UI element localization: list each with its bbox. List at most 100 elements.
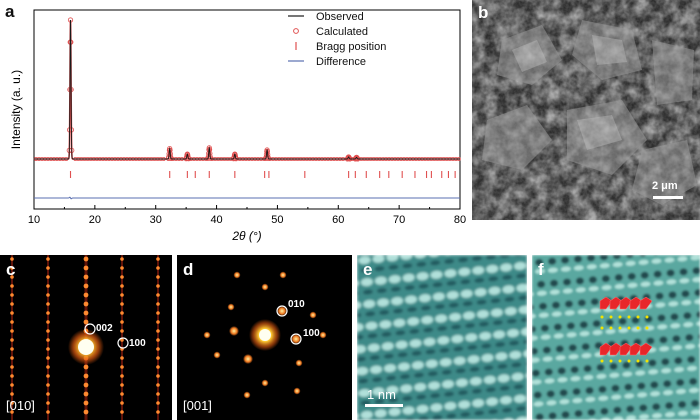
x-tick-label: 40 [210, 214, 222, 226]
diffraction-spot [46, 338, 50, 342]
diffraction-spot [83, 391, 89, 397]
diffraction-spot [213, 351, 221, 359]
panel-label-d: d [183, 260, 194, 279]
diffraction-spot [120, 311, 124, 315]
diffraction-spot [83, 301, 89, 307]
spot-label-002: 002 [96, 323, 113, 334]
panel-label-b: b [478, 3, 489, 22]
diffraction-spot [10, 374, 14, 378]
diffraction-spot [120, 320, 124, 324]
diffraction-spot [156, 302, 160, 306]
sem-texture [472, 0, 700, 220]
diffraction-spot [156, 356, 160, 360]
panel-label-f: f [538, 260, 544, 279]
diffraction-spot [156, 365, 160, 369]
panel-label-a: a [5, 2, 15, 21]
diffraction-spot [227, 303, 235, 311]
diffraction-spot [156, 293, 160, 297]
diffraction-spot [120, 383, 124, 387]
diffraction-spot [10, 383, 14, 387]
cation-dot [609, 326, 613, 330]
diffraction-spot [83, 283, 89, 289]
diffraction-spots-d [203, 271, 327, 399]
diffraction-spot [10, 311, 14, 315]
diffraction-spot [10, 284, 14, 288]
hrtem-image-overlay: f [532, 255, 700, 420]
zone-axis-c: [010] [6, 398, 35, 413]
diffraction-spot [10, 356, 14, 360]
diffraction-spot [46, 347, 50, 351]
diffraction-spot [46, 392, 50, 396]
diffraction-spot [83, 265, 89, 271]
diffraction-spot [120, 338, 124, 342]
calculated-markers [33, 17, 461, 162]
diffraction-spot [46, 329, 50, 333]
diffraction-spot [46, 320, 50, 324]
octahedron [609, 296, 623, 310]
diffraction-spot [83, 256, 89, 262]
diffraction-spot [309, 311, 317, 319]
diffraction-spot [120, 410, 124, 414]
x-tick-label: 50 [271, 214, 283, 226]
octahedron [639, 342, 653, 356]
cation-dot [600, 359, 604, 363]
legend-entry: Bragg position [316, 41, 386, 53]
x-tick-label: 60 [332, 214, 344, 226]
cation-dot [645, 326, 649, 330]
x-tick-label: 30 [150, 214, 162, 226]
diffraction-pattern-001: d 010 100 [001] [177, 255, 352, 420]
diffraction-spot [10, 293, 14, 297]
crystal-structure-overlay [599, 296, 653, 363]
spot-label-100-d: 100 [303, 328, 320, 339]
diffraction-spot [120, 401, 124, 405]
diffraction-spot [120, 293, 124, 297]
diffraction-spot [120, 284, 124, 288]
diffraction-spot [46, 302, 50, 306]
diffraction-spots-c [10, 255, 160, 420]
cation-dot [645, 359, 649, 363]
diffraction-spot [120, 329, 124, 333]
scalebar-e [365, 404, 403, 407]
diffraction-spot [120, 257, 124, 261]
diffraction-spot [261, 379, 269, 387]
diffraction-spot [83, 409, 89, 415]
y-axis-label: Intensity (a. u.) [9, 70, 23, 149]
diffraction-spot [156, 338, 160, 342]
panel-label-e: e [363, 260, 373, 279]
cation-dot [636, 326, 640, 330]
diffraction-spot [156, 266, 160, 270]
cation-dot [627, 359, 631, 363]
diffraction-spot [46, 374, 50, 378]
diffraction-spot [83, 373, 89, 379]
diffraction-spot [10, 320, 14, 324]
scalebar-label-b: 2 μm [652, 180, 678, 192]
cation-dot [636, 315, 640, 319]
octahedron [629, 296, 643, 310]
diffraction-spot [10, 302, 14, 306]
panel-label-c: c [6, 260, 16, 279]
diffraction-spot [277, 306, 287, 316]
hrtem-lattice-f [532, 255, 700, 420]
diffraction-spot [46, 275, 50, 279]
spot-label-100-c: 100 [129, 338, 146, 349]
diffraction-spot [293, 387, 301, 395]
scalebar-label-e: 1 nm [367, 387, 396, 402]
diffraction-spot [120, 392, 124, 396]
diffraction-spot [120, 302, 124, 306]
diffraction-spot [156, 311, 160, 315]
octahedron [609, 342, 623, 356]
diffraction-spot [46, 383, 50, 387]
diffraction-spot [10, 401, 14, 405]
cation-dot [609, 315, 613, 319]
diffraction-spot [83, 310, 89, 316]
cation-dot [636, 359, 640, 363]
diffraction-spot [156, 275, 160, 279]
x-tick-label: 70 [393, 214, 405, 226]
x-axis-label: 2θ (°) [231, 229, 261, 243]
diffraction-spot [10, 410, 14, 414]
diffraction-spot [46, 293, 50, 297]
diffraction-spot [229, 326, 239, 336]
sem-image: b 2 μm [472, 0, 700, 220]
diffraction-spot [120, 266, 124, 270]
diffraction-spot [156, 284, 160, 288]
